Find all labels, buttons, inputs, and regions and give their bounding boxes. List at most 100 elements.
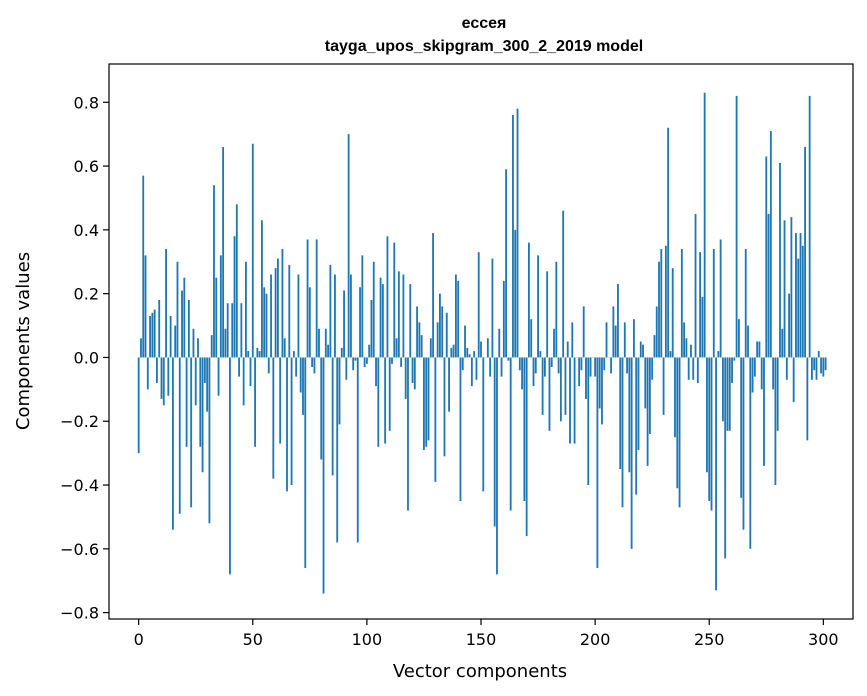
bar (320, 357, 323, 460)
bar (183, 277, 186, 358)
bar (772, 357, 775, 390)
bar (521, 357, 523, 390)
bar (254, 357, 256, 447)
bar (402, 274, 405, 358)
bar (432, 233, 434, 358)
bar (683, 322, 686, 358)
bar (427, 357, 430, 441)
bar (288, 264, 291, 358)
bar (559, 357, 562, 422)
bar (639, 341, 642, 358)
bar (587, 357, 590, 486)
bar (550, 357, 553, 368)
bar (541, 357, 544, 415)
bar (162, 357, 165, 406)
bar (356, 357, 359, 543)
bar (443, 357, 446, 457)
bar (621, 357, 624, 508)
bar (496, 357, 498, 575)
bar (756, 341, 759, 358)
bar (820, 357, 822, 374)
bar (653, 335, 656, 358)
bar (466, 347, 469, 358)
bar (272, 357, 275, 479)
bar (468, 354, 471, 358)
bar (690, 344, 692, 358)
bar (651, 357, 654, 380)
y-tick-label: −0.4 (60, 476, 99, 495)
bar (797, 258, 800, 358)
bar (292, 351, 295, 358)
bar (758, 341, 761, 358)
bar (824, 357, 827, 371)
bar (318, 328, 320, 358)
y-tick-label: 0.2 (74, 285, 99, 304)
bar (340, 347, 343, 358)
y-axis-label: Components values (13, 252, 34, 430)
bar (603, 357, 606, 371)
bar (439, 293, 441, 358)
bar (505, 169, 508, 358)
bar (363, 357, 366, 368)
bar (176, 261, 179, 358)
bar (532, 357, 535, 387)
y-tick-label: 0.4 (74, 221, 99, 240)
bar (530, 319, 533, 358)
bar (664, 245, 667, 358)
bar (635, 357, 638, 495)
bar (210, 335, 213, 358)
bar (719, 239, 722, 358)
bar (699, 252, 702, 358)
bar (235, 204, 238, 358)
bar (470, 357, 473, 387)
bar (206, 357, 209, 412)
bar (245, 261, 247, 358)
bar (384, 357, 387, 444)
bar (208, 357, 211, 524)
bar (822, 357, 825, 377)
bar (737, 319, 740, 358)
bar (617, 284, 619, 358)
y-axis: −0.8 −0.6 −0.4 −0.2 0.0 0.2 0.4 0.6 0.8 (60, 93, 109, 623)
bar (710, 357, 713, 511)
bar (178, 357, 181, 514)
bar (785, 357, 788, 380)
bar (667, 127, 670, 358)
bar (302, 357, 304, 415)
bar (687, 357, 690, 380)
bar (409, 284, 412, 358)
bar (393, 242, 396, 358)
bar (270, 274, 272, 358)
bar (197, 338, 199, 358)
chart-title: ессея (462, 15, 507, 32)
bar (477, 252, 480, 358)
bar (352, 357, 355, 371)
bar (149, 315, 151, 358)
bar (251, 143, 254, 358)
x-tick-label: 200 (580, 630, 611, 649)
bar (660, 249, 663, 358)
bar (450, 347, 453, 358)
bar (222, 146, 225, 358)
bar (142, 175, 145, 358)
bar (397, 271, 400, 358)
bar (539, 351, 542, 358)
bar (388, 357, 391, 431)
bar (423, 357, 425, 450)
bar (350, 274, 352, 358)
bar (676, 357, 679, 489)
bar (546, 271, 549, 358)
bar (295, 357, 298, 377)
bar (753, 357, 756, 377)
bar (619, 357, 622, 470)
x-tick-label: 150 (466, 630, 497, 649)
bar (696, 357, 699, 383)
bar (678, 357, 681, 508)
bar (564, 357, 567, 415)
y-tick-label: 0.8 (74, 93, 99, 112)
x-tick-label: 0 (134, 630, 144, 649)
bar (140, 338, 142, 358)
bar (813, 357, 816, 371)
bar (249, 357, 252, 387)
